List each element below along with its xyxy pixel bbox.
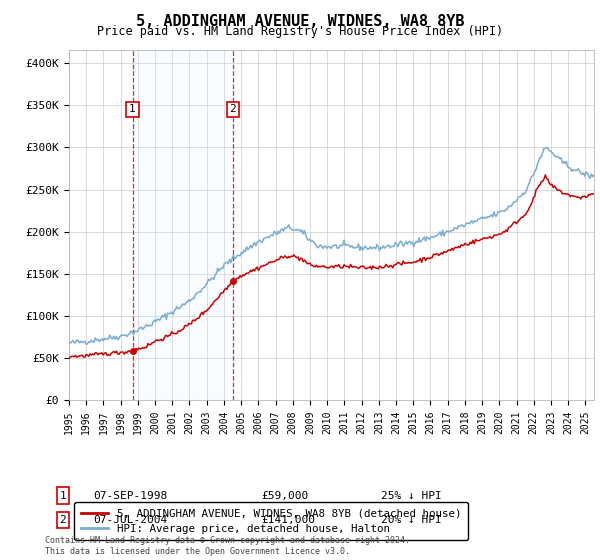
Text: 07-JUL-2004: 07-JUL-2004 <box>93 515 167 525</box>
Text: 1: 1 <box>59 491 67 501</box>
Text: Contains HM Land Registry data © Crown copyright and database right 2024.
This d: Contains HM Land Registry data © Crown c… <box>45 536 410 556</box>
Text: £141,000: £141,000 <box>261 515 315 525</box>
Text: 25% ↓ HPI: 25% ↓ HPI <box>381 491 442 501</box>
Text: £59,000: £59,000 <box>261 491 308 501</box>
Legend: 5, ADDINGHAM AVENUE, WIDNES, WA8 8YB (detached house), HPI: Average price, detac: 5, ADDINGHAM AVENUE, WIDNES, WA8 8YB (de… <box>74 502 467 540</box>
Bar <box>133 50 233 400</box>
Text: 2: 2 <box>229 104 236 114</box>
Text: 1: 1 <box>129 104 136 114</box>
Text: 07-SEP-1998: 07-SEP-1998 <box>93 491 167 501</box>
Text: 5, ADDINGHAM AVENUE, WIDNES, WA8 8YB: 5, ADDINGHAM AVENUE, WIDNES, WA8 8YB <box>136 14 464 29</box>
Text: 2: 2 <box>59 515 67 525</box>
Text: Price paid vs. HM Land Registry's House Price Index (HPI): Price paid vs. HM Land Registry's House … <box>97 25 503 38</box>
Text: 20% ↓ HPI: 20% ↓ HPI <box>381 515 442 525</box>
